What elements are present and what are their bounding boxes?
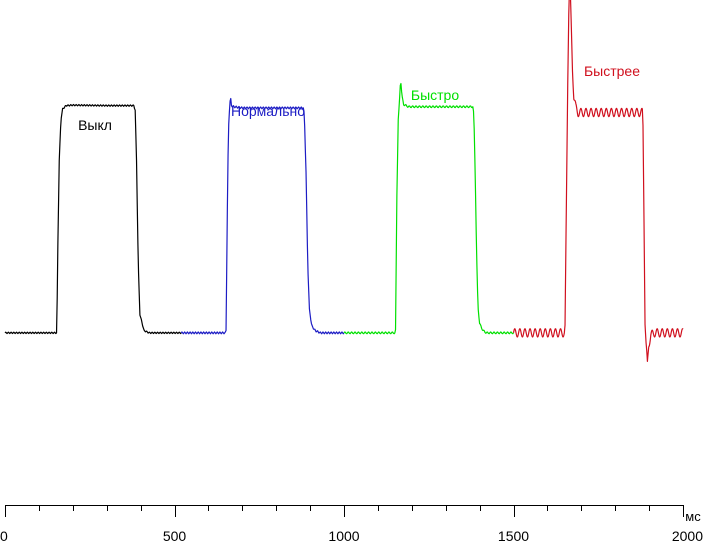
series-line-2 [180,97,345,335]
series-line-4 [512,0,684,362]
series-label-layer: Выкл Нормально Быстро Быстрее [78,63,640,133]
x-axis: 0 500 1000 1500 2000 мс [0,505,703,542]
x-tick-label: 1000 [328,528,359,542]
series-label-4: Быстрее [584,63,640,79]
series-label-1: Выкл [78,117,112,133]
x-tick-label: 500 [163,528,187,542]
x-tick-label: 1500 [498,528,529,542]
series-label-2: Нормально [231,103,305,119]
series-line-1 [4,103,182,335]
x-axis-tick-labels: 0 500 1000 1500 2000 [0,528,703,542]
x-axis-unit-label: мс [685,509,701,524]
series-label-3: Быстро [411,87,459,103]
x-axis-ticks [5,505,684,517]
series-line-3 [343,82,514,335]
series-layer [4,0,684,362]
x-tick-label: 0 [0,528,8,542]
x-tick-label: 2000 [672,528,703,542]
